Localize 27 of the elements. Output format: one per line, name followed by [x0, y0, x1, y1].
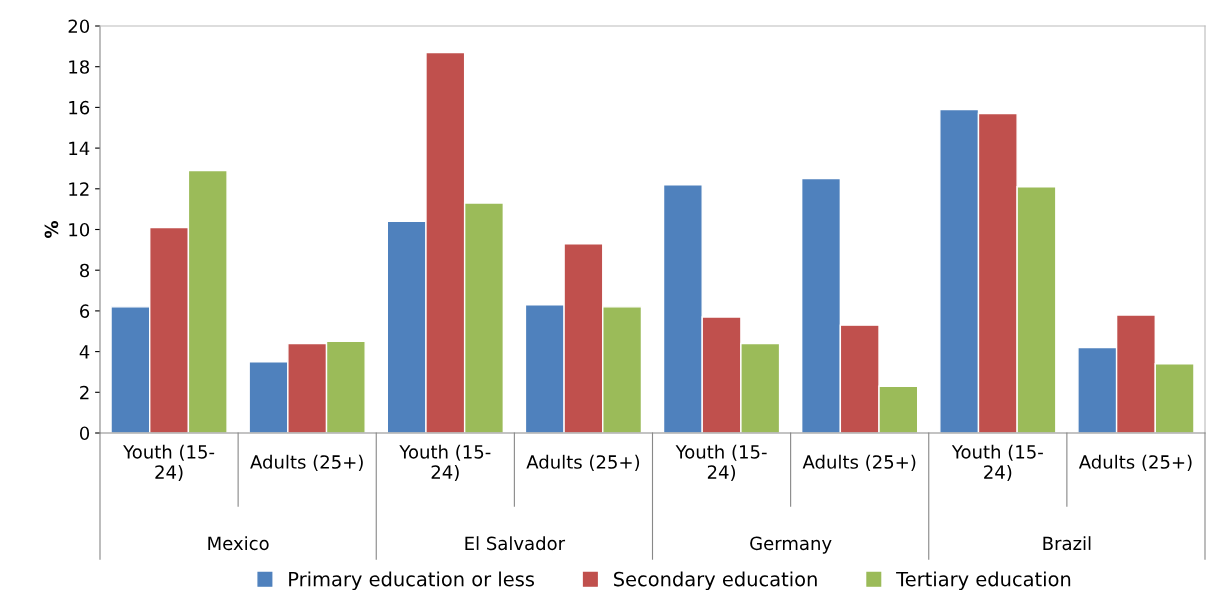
- y-tick-label: 0: [79, 426, 90, 441]
- x-tick-label: Adults (25+): [250, 454, 363, 471]
- x-tick-label: Youth (15- 24): [399, 444, 491, 482]
- y-tick-label: 14: [69, 141, 90, 155]
- y-axis-title: %: [44, 221, 59, 238]
- text: Brazil: [1043, 536, 1091, 551]
- x-tick-label: Youth (15- 24): [675, 444, 767, 482]
- x-tick-label: Adults (25+): [1078, 454, 1192, 471]
- y-tick-label: 10: [69, 222, 90, 237]
- y-tick-label: 18: [69, 60, 90, 74]
- x-tick-label: Adults (25+): [526, 454, 640, 471]
- y-tick-label: 2: [80, 385, 89, 400]
- y-tick-label: 4: [79, 345, 90, 359]
- y-tick-label: 20: [68, 19, 90, 34]
- y-tick-label: 12: [69, 182, 89, 196]
- y-tick-label: 6: [80, 304, 90, 319]
- y-tick-label: 16: [69, 100, 90, 115]
- legend-label: Primary education or less: [289, 571, 535, 590]
- y-tick-label: 8: [80, 263, 90, 278]
- legend-label: Secondary education: [614, 571, 817, 590]
- legend-label: Tertiary education: [896, 571, 1071, 590]
- x-tick-label: Youth (15- 24): [951, 444, 1043, 482]
- x-tick-label: Adults (25+): [802, 454, 916, 471]
- text: El Salvador: [465, 536, 566, 551]
- text: Germany: [750, 536, 832, 554]
- text: Mexico: [208, 536, 269, 551]
- x-tick-label: Youth (15- 24): [123, 444, 215, 482]
